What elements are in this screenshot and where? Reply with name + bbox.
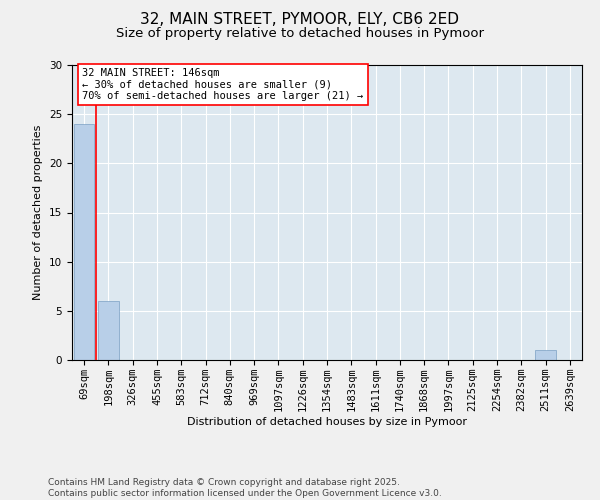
Bar [535, 350, 556, 360]
Text: Contains HM Land Registry data © Crown copyright and database right 2025.
Contai: Contains HM Land Registry data © Crown c… [48, 478, 442, 498]
Bar [74, 124, 94, 360]
Y-axis label: Number of detached properties: Number of detached properties [34, 125, 43, 300]
X-axis label: Distribution of detached houses by size in Pymoor: Distribution of detached houses by size … [187, 417, 467, 427]
Text: 32, MAIN STREET, PYMOOR, ELY, CB6 2ED: 32, MAIN STREET, PYMOOR, ELY, CB6 2ED [140, 12, 460, 28]
Text: Size of property relative to detached houses in Pymoor: Size of property relative to detached ho… [116, 28, 484, 40]
Text: 32 MAIN STREET: 146sqm
← 30% of detached houses are smaller (9)
70% of semi-deta: 32 MAIN STREET: 146sqm ← 30% of detached… [82, 68, 364, 101]
Bar [98, 301, 119, 360]
